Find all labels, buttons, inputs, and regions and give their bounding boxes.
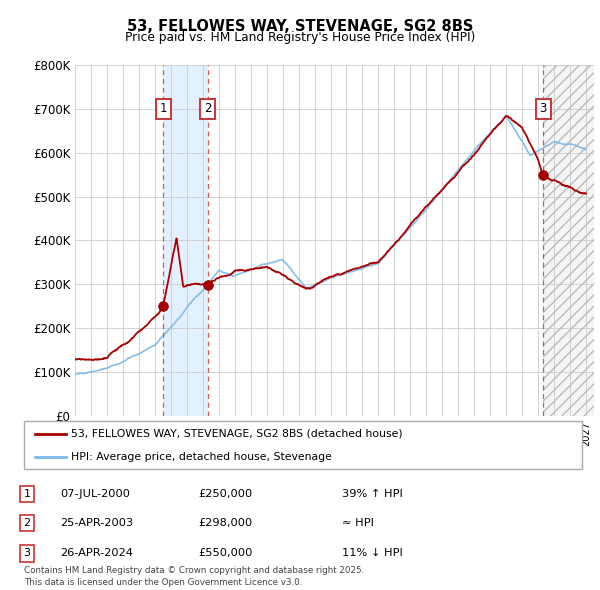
Text: 1: 1: [160, 102, 167, 115]
Text: 39% ↑ HPI: 39% ↑ HPI: [342, 489, 403, 499]
Text: Contains HM Land Registry data © Crown copyright and database right 2025.
This d: Contains HM Land Registry data © Crown c…: [24, 566, 364, 587]
Text: 11% ↓ HPI: 11% ↓ HPI: [342, 549, 403, 558]
Text: 53, FELLOWES WAY, STEVENAGE, SG2 8BS (detached house): 53, FELLOWES WAY, STEVENAGE, SG2 8BS (de…: [71, 429, 403, 439]
Text: £250,000: £250,000: [198, 489, 252, 499]
Text: £298,000: £298,000: [198, 519, 252, 528]
Bar: [543, 65, 594, 416]
Text: 25-APR-2003: 25-APR-2003: [60, 519, 133, 528]
Text: 3: 3: [539, 102, 547, 115]
Bar: [163, 65, 208, 416]
Text: ≈ HPI: ≈ HPI: [342, 519, 374, 528]
Bar: [543, 65, 594, 416]
Text: 53, FELLOWES WAY, STEVENAGE, SG2 8BS: 53, FELLOWES WAY, STEVENAGE, SG2 8BS: [127, 19, 473, 34]
Text: 1: 1: [23, 489, 31, 499]
Text: 2: 2: [204, 102, 212, 115]
Text: 2: 2: [23, 519, 31, 528]
Text: 07-JUL-2000: 07-JUL-2000: [60, 489, 130, 499]
FancyBboxPatch shape: [24, 421, 582, 469]
Text: Price paid vs. HM Land Registry's House Price Index (HPI): Price paid vs. HM Land Registry's House …: [125, 31, 475, 44]
Text: £550,000: £550,000: [198, 549, 253, 558]
Text: 26-APR-2024: 26-APR-2024: [60, 549, 133, 558]
Text: HPI: Average price, detached house, Stevenage: HPI: Average price, detached house, Stev…: [71, 452, 332, 462]
Text: 3: 3: [23, 549, 31, 558]
